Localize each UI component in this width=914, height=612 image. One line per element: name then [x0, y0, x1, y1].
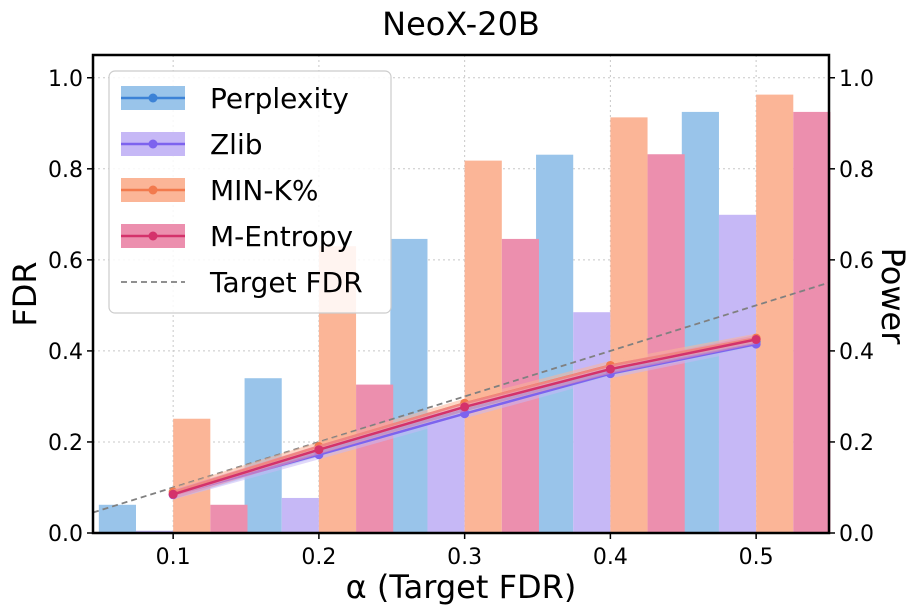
y-right-tick-label: 1.0 [839, 67, 874, 92]
x-tick-label: 0.2 [301, 545, 336, 570]
x-tick-label: 0.3 [447, 545, 482, 570]
bar-perplexity [536, 154, 574, 533]
legend-box [108, 70, 392, 314]
x-tick-label: 0.5 [739, 545, 774, 570]
y-right-tick-label: 0.4 [839, 340, 874, 365]
bar-m-entropy [356, 384, 394, 533]
y-axis-right-label: Power [874, 248, 912, 346]
bar-min-k- [756, 94, 794, 533]
legend-label-perplexity: Perplexity [210, 82, 349, 115]
x-axis-label: α (Target FDR) [346, 568, 577, 606]
bar-m-entropy [647, 154, 685, 534]
target-fdr-dashed-line [92, 281, 830, 514]
y-right-tick-label: 0.2 [839, 431, 874, 456]
legend: Perplexity Zlib MIN-K% M-Entropy Target FDR [108, 70, 392, 314]
y-right-tick-label: 0.8 [839, 158, 874, 183]
fdr-lines [168, 333, 761, 500]
y-right-tick-label: 0.6 [839, 249, 874, 274]
bar-perplexity [390, 238, 428, 533]
point-m-entropy [751, 335, 761, 345]
y-left-tick-label: 0.8 [48, 158, 83, 183]
bar-m-entropy [210, 504, 248, 533]
legend-marker-zlib [148, 139, 158, 149]
bar-min-k- [173, 418, 211, 533]
point-m-entropy [168, 489, 178, 499]
y-left-tick-label: 1.0 [48, 67, 83, 92]
point-m-entropy [460, 402, 470, 412]
y-left-tick-label: 0.0 [48, 522, 83, 547]
y-left-tick-label: 0.4 [48, 340, 83, 365]
y-left-tick-label: 0.6 [48, 249, 83, 274]
point-m-entropy [605, 364, 615, 374]
x-tick-label: 0.4 [593, 545, 628, 570]
y-left-tick-label: 0.2 [48, 431, 83, 456]
y-axis-right-ticks: 0.0 0.2 0.4 0.6 0.8 1.0 [829, 67, 874, 547]
bar-min-k- [610, 117, 648, 534]
legend-marker-m-entropy [148, 231, 158, 241]
legend-marker-min-k- [148, 185, 158, 195]
target-fdr-line [92, 281, 830, 514]
x-axis-ticks: 0.1 0.2 0.3 0.4 0.5 [156, 533, 774, 570]
y-axis-left-ticks: 0.0 0.2 0.4 0.6 0.8 1.0 [48, 67, 93, 547]
y-axis-left-label: FDR [6, 261, 44, 326]
plot-frame [91, 53, 831, 535]
legend-label-zlib: Zlib [210, 128, 263, 161]
point-m-entropy [314, 445, 324, 455]
bar-zlib [281, 497, 319, 533]
chart-title: NeoX-20B [382, 5, 540, 43]
bar-zlib [718, 214, 757, 533]
bar-zlib [427, 412, 465, 533]
bar-zlib [573, 312, 611, 533]
bars [98, 94, 831, 534]
y-right-tick-label: 0.0 [839, 522, 874, 547]
x-tick-label: 0.1 [156, 545, 191, 570]
bar-m-entropy [793, 111, 831, 534]
legend-label-m-entropy: M-Entropy [210, 220, 353, 253]
bar-min-k- [464, 160, 502, 533]
bar-perplexity [681, 111, 719, 534]
legend-marker-perplexity [148, 93, 158, 103]
legend-label-target-fdr: Target FDR [209, 266, 363, 299]
legend-label-min-k-: MIN-K% [210, 174, 318, 207]
